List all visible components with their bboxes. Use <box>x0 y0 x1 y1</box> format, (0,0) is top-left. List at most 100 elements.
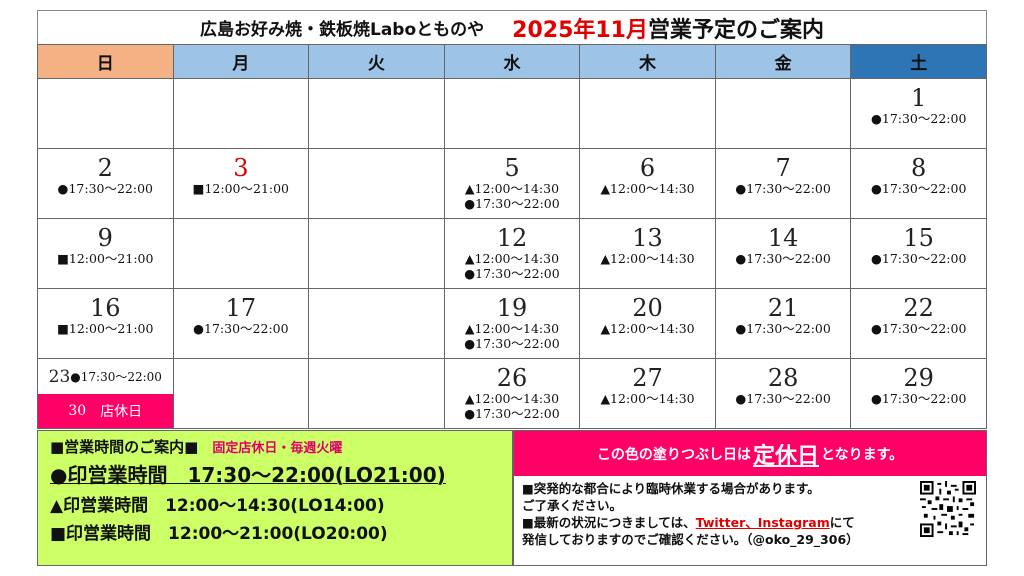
day-number: 24 <box>225 364 257 392</box>
calendar-body: 1 ●17:30～22:00 2 ●17:30～22:00 3 ■12:00～21:00 4… <box>37 78 987 429</box>
calendar-sheet: 広島お好み焼・鉄板焼Laboとものや 2025年11月営業予定のご案内 日 月 … <box>37 10 987 566</box>
weekday-mon: 月 <box>172 44 310 79</box>
day-number: 12 <box>496 224 528 252</box>
weekday-sat: 土 <box>850 44 987 79</box>
day-hours: ●17:30～22:00 <box>57 181 153 196</box>
notice-line-3-pre: ■最新の状況につきましては、 <box>522 515 696 530</box>
notice-line-4: 発信しておりますのでご確認ください。（@oko_29_306） <box>522 532 859 547</box>
weekday-tue: 火 <box>308 44 445 79</box>
week-row: 1 ●17:30～22:00 <box>37 78 987 149</box>
day-number: 27 <box>632 364 663 392</box>
split-cell: 23 ●17:30～22:00 30 店休日 <box>38 359 173 428</box>
closed-label: 店休日 <box>341 252 411 278</box>
day-cell: 14 ●17:30～22:00 <box>714 218 852 289</box>
week-row: 9 ■12:00～21:00 10 店休日 11 店休日 12 ▲12:00～14:30 ●17… <box>37 218 987 289</box>
day-hours: ●17:30～22:00 <box>735 391 831 406</box>
weekday-sun: 日 <box>37 44 174 79</box>
empty-day-cell <box>37 78 174 149</box>
day-number: 25 <box>361 364 392 392</box>
day-number: 26 <box>496 364 528 392</box>
day-cell: 9 ■12:00～21:00 <box>37 218 174 289</box>
closed-day-cell: 4 店休日 <box>308 148 445 219</box>
day-number: 11 <box>361 224 392 252</box>
day-number: 5 <box>504 154 520 182</box>
day-hours: ●17:30～22:00 <box>870 251 967 266</box>
day-hours: ▲12:00～14:30 <box>464 251 560 266</box>
day-cell: 15 ●17:30～22:00 <box>850 218 987 289</box>
day-hours: ▲12:00～14:30 <box>464 321 560 336</box>
day-hours: ●17:30～22:00 <box>464 196 560 211</box>
day-cell: 21 ●17:30～22:00 <box>714 288 852 359</box>
day-hours: ●17:30～22:00 <box>464 336 560 351</box>
day-number: 17 <box>225 294 257 322</box>
closed-note-post: となります。 <box>820 446 904 463</box>
day-cell: 27 ▲12:00～14:30 <box>579 358 716 429</box>
day-number: 28 <box>767 364 799 392</box>
weekday-wed: 水 <box>443 44 581 79</box>
day-number: 30 <box>68 403 87 419</box>
day-hours: ●17:30～22:00 <box>464 406 560 421</box>
split-bottom-closed: 30 店休日 <box>38 394 173 428</box>
closed-label: 店休日 <box>100 404 143 420</box>
closed-day-cell: 24 店休日 <box>172 358 310 429</box>
title-suffix: 営業予定のご案内 <box>648 17 825 43</box>
legend-dinner-hours: ●印営業時間 17:30～22:00(LO21:00) <box>50 463 446 487</box>
empty-day-cell <box>443 78 581 149</box>
calendar-table: 日 月 火 水 木 金 土 1 ●17:30～22:00 2 ●17:30～22:00… <box>37 44 987 429</box>
day-hours: ●17:30～22:00 <box>193 321 289 336</box>
day-number: 6 <box>639 154 656 182</box>
closed-day-cell: 10 店休日 <box>172 218 310 289</box>
notice-line-2: ご了承ください。 <box>522 498 623 513</box>
qr-code-icon[interactable] <box>920 481 976 537</box>
empty-day-cell <box>308 78 445 149</box>
notice-line-1: ■突発的な都合により臨時休業する場合があります。 <box>522 481 820 496</box>
weekday-header-row: 日 月 火 水 木 金 土 <box>37 44 987 79</box>
week-row: 2 ●17:30～22:00 3 ■12:00～21:00 4 店休日 5 ▲12:00～14… <box>37 148 987 219</box>
day-number: 4 <box>368 154 385 182</box>
day-number: 21 <box>767 294 799 322</box>
day-number: 9 <box>97 224 113 252</box>
day-cell: 26 ▲12:00～14:30 ●17:30～22:00 <box>443 358 581 429</box>
legend-heading: ■営業時間のご案内■ <box>50 438 199 456</box>
weekday-fri: 金 <box>714 44 852 79</box>
day-cell: 2 ●17:30～22:00 <box>37 148 174 219</box>
day-hours: ●17:30～22:00 <box>735 181 831 196</box>
day-number: 19 <box>496 294 528 322</box>
day-hours: ●17:30～22:00 <box>70 370 162 384</box>
notice-line-3: ■最新の状況につきましては、Twitter、Instagramにて <box>522 514 978 531</box>
legend-heading-row: ■営業時間のご案内■ 固定店休日・毎週火曜 <box>50 436 500 457</box>
day-cell: 6 ▲12:00～14:30 <box>579 148 716 219</box>
day-number: 29 <box>903 364 934 392</box>
fixed-holiday-note: 固定店休日・毎週火曜 <box>212 441 343 456</box>
empty-day-cell <box>172 78 310 149</box>
week-row: 16 ■12:00～21:00 17 ●17:30～22:00 18 店休日 19 ▲12:0… <box>37 288 987 359</box>
day-cell: 29 ●17:30～22:00 <box>850 358 987 429</box>
closed-label: 店休日 <box>206 392 276 418</box>
day-cell: 7 ●17:30～22:00 <box>714 148 852 219</box>
legend-lunch-hours: ▲印営業時間 12:00～14:30(LO14:00) <box>50 496 385 516</box>
day-number: 22 <box>903 294 934 322</box>
day-cell: 13 ▲12:00～14:30 <box>579 218 716 289</box>
title-bar: 広島お好み焼・鉄板焼Laboとものや 2025年11月営業予定のご案内 <box>37 10 987 44</box>
day-hours: ●17:30～22:00 <box>870 111 967 126</box>
day-hours: ▲12:00～14:30 <box>464 391 560 406</box>
day-number: 7 <box>775 154 791 182</box>
spacer <box>86 401 100 421</box>
closed-label: 店休日 <box>341 322 411 348</box>
day-hours: ●17:30～22:00 <box>735 321 831 336</box>
closed-day-cell: 11 店休日 <box>308 218 445 289</box>
day-cell: 5 ▲12:00～14:30 ●17:30～22:00 <box>443 148 581 219</box>
shop-name: 広島お好み焼・鉄板焼Laboとものや <box>199 20 485 40</box>
notice-line-3-post: にて <box>829 515 855 530</box>
social-links[interactable]: Twitter、Instagram <box>695 515 830 530</box>
closed-note-pre: この色の塗りつぶし日は <box>596 446 751 463</box>
split-top: 23 ●17:30～22:00 <box>38 359 173 394</box>
day-number: 14 <box>767 224 799 252</box>
week-row: 23 ●17:30～22:00 30 店休日 24 店休日 25 店休日 26 ▲12:00～1… <box>37 358 987 429</box>
closed-day-cell: 18 店休日 <box>308 288 445 359</box>
closed-color-note: この色の塗りつぶし日は 定休日 となります。 <box>514 431 986 476</box>
day-hours: ■12:00～21:00 <box>57 251 154 266</box>
closed-label: 店休日 <box>341 392 411 418</box>
day-number: 18 <box>361 294 392 322</box>
day-cell-split: 23 ●17:30～22:00 30 店休日 <box>37 358 174 429</box>
